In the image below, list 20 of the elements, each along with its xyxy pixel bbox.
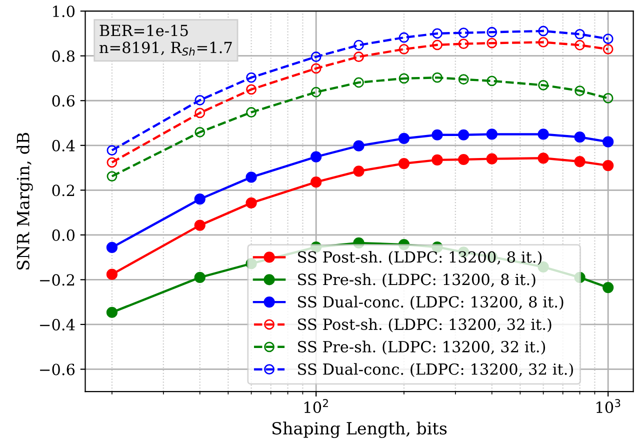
y-tick-label: 0.6	[52, 95, 75, 107]
y-tick-label: 0.0	[52, 229, 75, 241]
legend-label: SS Pre-sh. (LDPC: 13200, 32 it.)	[298, 340, 546, 355]
y-tick-label: −0.2	[40, 274, 74, 286]
y-tick-label: 0.4	[52, 140, 75, 152]
y-tick-label: −0.6	[40, 364, 75, 376]
y-tick-label: −0.4	[40, 318, 75, 330]
y-tick-label: 0.2	[52, 184, 74, 196]
x-tick-label: 10$^{2}$	[304, 399, 328, 414]
y-tick-label: 1.0	[53, 6, 75, 18]
y-tick-label: 0.8	[52, 50, 75, 62]
y-axis-title: SNR Margin, dB	[16, 132, 33, 270]
legend-label: SS Dual-conc. (LDPC: 13200, 8 it.)	[298, 296, 564, 310]
legend-label: SS Pre-sh. (LDPC: 13200, 8 it.)	[298, 273, 536, 288]
legend-label: SS Post-sh. (LDPC: 13200, 8 it.)	[298, 250, 542, 265]
x-tick-label: 10$^{3}$	[596, 399, 620, 414]
x-axis-title: Shaping Length, bits	[272, 422, 447, 438]
legend-label: SS Dual-conc. (LDPC: 13200, 32 it.)	[298, 363, 573, 378]
annotation: BER=1e-15 n=8191, R$_{Sh}$=1.7	[100, 24, 232, 56]
legend-label: SS Post-sh. (LDPC: 13200, 32 it.)	[298, 318, 552, 332]
